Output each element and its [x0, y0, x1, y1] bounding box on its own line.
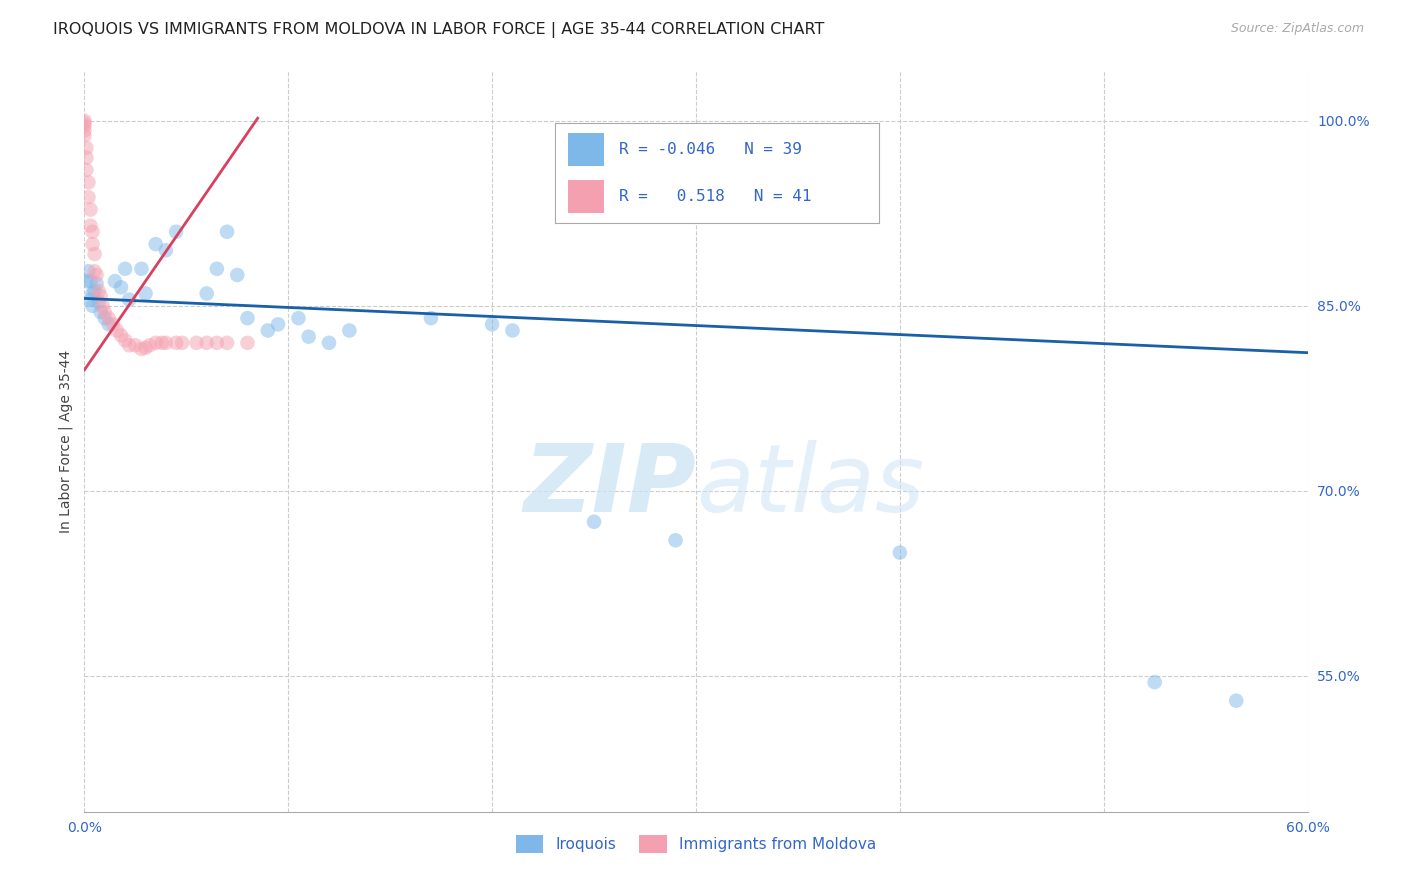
Point [86, 277, 108, 291]
Point [138, 338, 160, 352]
Point [217, 225, 239, 239]
Point [79, 274, 101, 288]
Point [1225, 694, 1247, 708]
Point [318, 335, 340, 350]
Point [267, 318, 290, 332]
Point [86, 268, 108, 282]
Point [145, 335, 167, 350]
Point [97, 311, 120, 326]
Point [195, 286, 218, 301]
Point [79, 219, 101, 233]
Point [124, 338, 146, 352]
Point [90, 305, 112, 319]
Point [73, 119, 96, 133]
Point [101, 318, 124, 332]
Point [205, 261, 228, 276]
Point [150, 335, 173, 350]
Point [77, 176, 100, 190]
Point [165, 225, 187, 239]
Point [91, 299, 114, 313]
Point [90, 289, 112, 303]
Point [79, 202, 101, 217]
Point [339, 324, 361, 338]
Point [93, 311, 115, 326]
Point [82, 237, 104, 252]
Point [75, 151, 97, 165]
Point [83, 247, 105, 261]
Point [1143, 675, 1166, 690]
Point [105, 324, 128, 338]
Text: atlas: atlas [696, 441, 924, 532]
Point [172, 335, 194, 350]
Point [82, 299, 104, 313]
Point [73, 116, 96, 130]
Point [583, 515, 606, 529]
Point [502, 324, 524, 338]
Point [257, 324, 280, 338]
Point [205, 335, 228, 350]
Point [97, 318, 120, 332]
Point [135, 286, 157, 301]
Point [110, 328, 132, 343]
Point [75, 141, 97, 155]
Point [73, 128, 96, 143]
Point [889, 546, 911, 560]
Point [77, 190, 100, 204]
Point [186, 335, 208, 350]
Point [114, 334, 136, 348]
Point [165, 335, 187, 350]
Point [195, 335, 218, 350]
Point [118, 293, 141, 307]
Point [110, 280, 132, 294]
Point [236, 311, 259, 326]
Point [665, 533, 688, 548]
Point [104, 274, 127, 288]
Point [114, 261, 136, 276]
Point [83, 284, 105, 298]
Point [75, 274, 97, 288]
Point [82, 225, 104, 239]
Point [236, 335, 259, 350]
Y-axis label: In Labor Force | Age 35-44: In Labor Force | Age 35-44 [59, 350, 73, 533]
Point [481, 318, 503, 332]
Point [131, 342, 153, 356]
Point [287, 311, 309, 326]
Point [79, 293, 101, 307]
Text: ZIP: ZIP [523, 440, 696, 532]
Legend: Iroquois, Immigrants from Moldova: Iroquois, Immigrants from Moldova [509, 829, 883, 860]
Point [82, 286, 104, 301]
Point [87, 284, 110, 298]
Point [145, 237, 167, 252]
Text: Source: ZipAtlas.com: Source: ZipAtlas.com [1230, 22, 1364, 36]
Text: IROQUOIS VS IMMIGRANTS FROM MOLDOVA IN LABOR FORCE | AGE 35-44 CORRELATION CHART: IROQUOIS VS IMMIGRANTS FROM MOLDOVA IN L… [53, 22, 825, 38]
Point [155, 335, 177, 350]
Point [77, 264, 100, 278]
Point [131, 261, 153, 276]
Point [87, 295, 110, 310]
Point [73, 113, 96, 128]
Point [73, 123, 96, 137]
Point [135, 341, 157, 355]
Point [93, 305, 115, 319]
Point [75, 163, 97, 178]
Point [420, 311, 443, 326]
Point [298, 329, 321, 343]
Point [118, 338, 141, 352]
Point [83, 264, 105, 278]
Point [226, 268, 249, 282]
Point [155, 244, 177, 258]
Point [217, 335, 239, 350]
